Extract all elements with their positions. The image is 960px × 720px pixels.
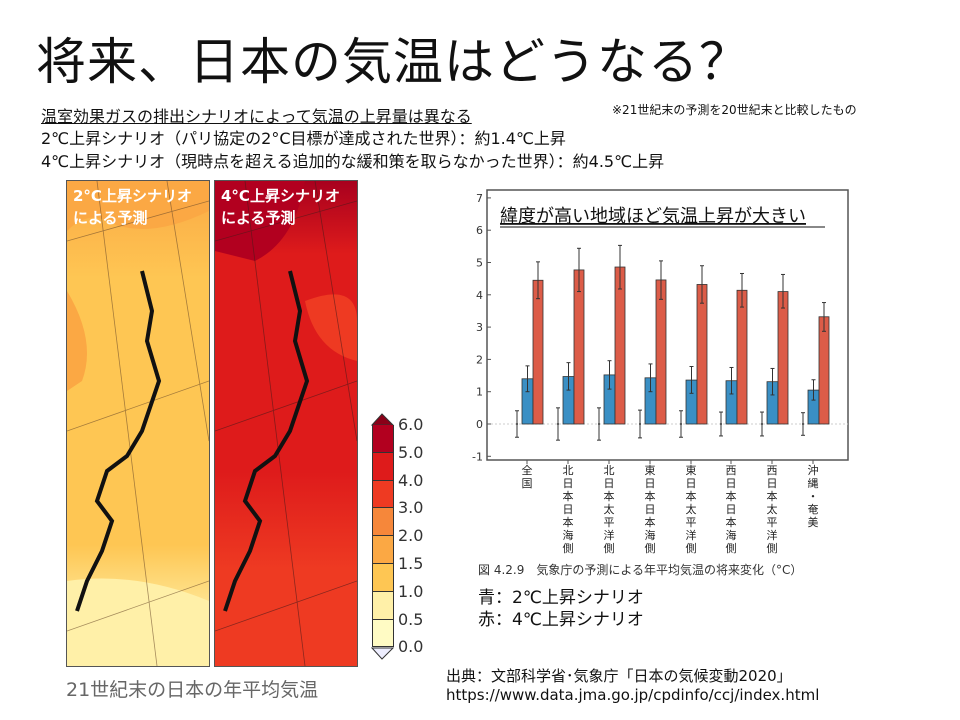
y-tick-label: 7 bbox=[476, 192, 483, 205]
legend-red: 赤：4℃上昇シナリオ bbox=[478, 610, 644, 630]
map-4c-scenario: 4°C上昇シナリオ による予測 bbox=[214, 180, 358, 667]
colorbar-segment bbox=[372, 619, 394, 648]
figure-caption: 図 4.2.9 気象庁の予測による年平均気温の将来変化（°C） bbox=[478, 563, 803, 577]
colorbar-segment bbox=[372, 480, 394, 509]
y-tick-label: 2 bbox=[476, 353, 483, 366]
colorbar-segment bbox=[372, 536, 394, 564]
control-point bbox=[720, 423, 722, 425]
y-tick-label: 0 bbox=[476, 418, 483, 431]
colorbar-tick-label: 6.0 bbox=[398, 415, 424, 434]
bar bbox=[532, 279, 544, 425]
subtitle-heading: 温室効果ガスの排出シナリオによって気温の上昇量は異なる bbox=[41, 107, 472, 126]
map-2c-scenario: 2°C上昇シナリオ による予測 bbox=[66, 180, 210, 667]
colorbar-tick-label: 3.0 bbox=[398, 498, 424, 518]
colorbar-segment bbox=[372, 452, 394, 481]
x-tick-label: 全国 bbox=[522, 463, 533, 490]
colorbar-segment bbox=[372, 591, 394, 620]
maps-caption: 21世紀末の日本の年平均気温 bbox=[66, 679, 319, 701]
slide-title: 将来、日本の気温はどうなる？ bbox=[36, 33, 750, 91]
y-tick-label: 4 bbox=[476, 289, 483, 302]
source-citation: 出典：文部科学省･気象庁「日本の気候変動2020」 bbox=[446, 667, 792, 685]
map-4c-label: 4°C上昇シナリオ による予測 bbox=[221, 187, 340, 227]
colorbar-tick-label: 5.0 bbox=[398, 442, 424, 462]
y-tick-label: 6 bbox=[476, 224, 483, 237]
bar bbox=[655, 279, 667, 425]
bar bbox=[696, 284, 708, 425]
bar bbox=[573, 269, 585, 425]
map-2c-label: 2°C上昇シナリオ による予測 bbox=[73, 187, 192, 227]
map-4c-graphic bbox=[215, 181, 357, 666]
control-point bbox=[680, 423, 682, 425]
y-tick-label: 1 bbox=[476, 386, 483, 399]
colorbar-tick-label: 0.5 bbox=[398, 609, 424, 629]
x-tick-label: 西日本日本海側 bbox=[726, 464, 737, 555]
y-tick-label: 5 bbox=[476, 257, 483, 270]
control-point bbox=[761, 423, 763, 425]
bar bbox=[777, 291, 789, 425]
x-tick-label: 北日本日本海側 bbox=[563, 464, 574, 555]
colorbar-segment bbox=[372, 564, 394, 592]
control-point bbox=[639, 423, 641, 425]
x-tick-label: 北日本太平洋側 bbox=[604, 464, 615, 555]
control-point bbox=[598, 423, 600, 425]
scenario-2c-text: 2℃上昇シナリオ（パリ協定の2°C目標が達成された世界）：約1.4℃上昇 bbox=[41, 129, 566, 148]
source-url[interactable]: https://www.data.jma.go.jp/cpdinfo/ccj/i… bbox=[446, 686, 820, 704]
colorbar-tick-label: 4.0 bbox=[398, 470, 424, 490]
scenario-4c-text: 4℃上昇シナリオ（現時点を超える追加的な緩和策を取らなかった世界）：約4.5℃上… bbox=[41, 152, 665, 171]
colorbar-tick-label: 1.0 bbox=[398, 581, 424, 601]
x-tick-label: 東日本太平洋側 bbox=[686, 464, 697, 555]
control-point bbox=[557, 423, 559, 425]
y-tick-label: -1 bbox=[472, 450, 483, 463]
chart-title: 緯度が高い地域ほど気温上昇が大きい bbox=[500, 206, 806, 227]
x-tick-label: 東日本日本海側 bbox=[645, 464, 656, 555]
x-tick-label: 沖縄・奄美 bbox=[808, 464, 819, 529]
colorbar-tick-label: 1.5 bbox=[398, 554, 424, 573]
bar bbox=[614, 266, 626, 425]
colorbar-segment bbox=[372, 508, 394, 537]
legend-blue: 青：2℃上昇シナリオ bbox=[478, 588, 644, 608]
control-point bbox=[516, 423, 518, 425]
colorbar-tick-label: 2.0 bbox=[398, 526, 424, 546]
bar-chart: -1 0 1 2 3 4 5 6 7 全国 北日本日本海側 北日本太平洋側 東日本日本海側 東日本太平洋側… bbox=[472, 189, 849, 555]
map-2c-graphic bbox=[67, 181, 209, 666]
bar bbox=[818, 316, 830, 425]
colorbar-segment bbox=[372, 425, 394, 453]
colorbar-tick-label: 0.0 bbox=[398, 637, 424, 657]
comparison-note: ※21世紀末の予測を20世紀末と比較したもの bbox=[612, 103, 857, 117]
control-point bbox=[802, 423, 804, 425]
y-tick-label: 3 bbox=[476, 321, 483, 334]
x-tick-label: 西日本太平洋側 bbox=[767, 464, 778, 555]
bar bbox=[736, 289, 748, 425]
